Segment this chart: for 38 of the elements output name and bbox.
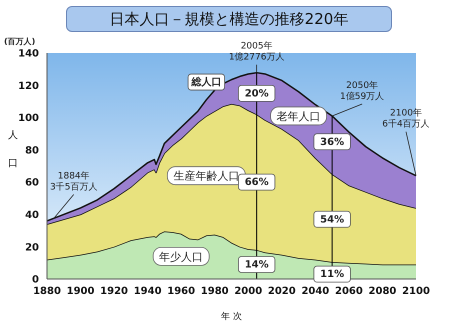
y-tick-label: 0: [32, 274, 40, 286]
x-tick-label: 2060: [334, 286, 363, 298]
annotation: 11%: [320, 269, 344, 280]
series-label: 年少人口: [159, 250, 204, 264]
x-tick-label: 1980: [200, 286, 229, 298]
annotation: 総人口: [190, 76, 222, 88]
y-tick-label: 140: [18, 48, 40, 60]
annotation: 1884年 3千5百万人: [50, 170, 98, 192]
y-tick-label: 20: [25, 242, 40, 254]
x-tick-label: 2000: [234, 286, 262, 298]
y-tick-label: 60: [25, 178, 40, 189]
x-tick-label: 1960: [167, 286, 196, 298]
x-tick-label: 2080: [368, 286, 396, 298]
x-tick-label: 1900: [66, 286, 94, 298]
x-tick-label: 2040: [301, 286, 330, 298]
x-tick-label: 2020: [268, 286, 296, 298]
x-tick-label: 1940: [134, 286, 162, 298]
y-tick-label: 40: [25, 210, 40, 221]
x-tick-label: 1880: [33, 286, 61, 298]
y-tick-label: 120: [18, 80, 40, 92]
x-axis-title: 年 次: [221, 311, 242, 322]
series-label: 老年人口: [276, 110, 321, 123]
text: 人口: [8, 130, 18, 169]
x-tick-label: 2100: [402, 286, 430, 298]
annotation: 14%: [244, 259, 269, 270]
y-tick-label: 80: [25, 145, 40, 156]
annotation: 2050年 1億59万人: [340, 80, 384, 102]
x-tick-label: 1920: [100, 286, 128, 298]
annotation: 66%: [244, 177, 269, 188]
annotation: 54%: [320, 214, 344, 226]
y-tick-label: 100: [18, 113, 40, 124]
annotation: 20%: [244, 88, 269, 100]
text: (百万人): [4, 36, 36, 47]
annotation: 2100年 6千4百万人: [382, 108, 430, 130]
annotation: 2005年 1億2776万人: [228, 40, 284, 63]
series-label: 生産年齢人口: [173, 170, 240, 183]
annotation: 36%: [320, 136, 344, 148]
chart-title: 日本人口－規模と構造の推移220年: [66, 6, 392, 32]
